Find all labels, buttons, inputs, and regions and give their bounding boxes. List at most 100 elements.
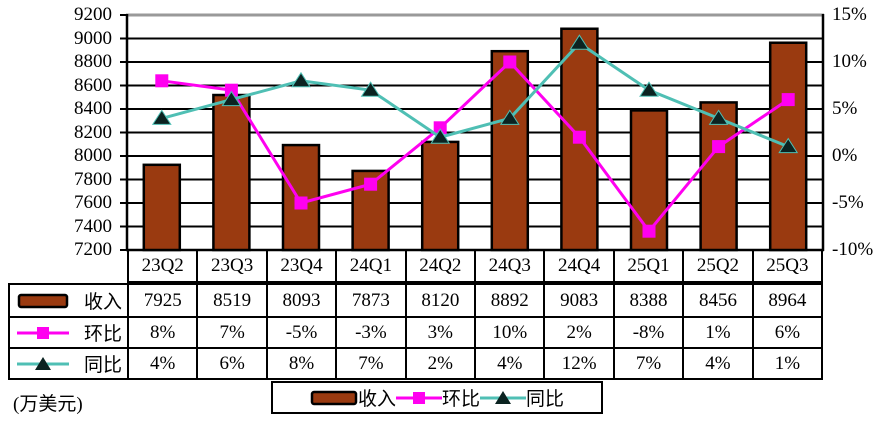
bar-revenue: [699, 101, 738, 252]
table-cell: 10%: [474, 318, 543, 347]
table-cell: -8%: [612, 318, 682, 347]
table-cell: 7873: [335, 285, 404, 316]
legend-label: 环比: [441, 389, 480, 410]
yoy-marker: [221, 90, 242, 107]
table-cell: 8093: [265, 285, 335, 316]
left-axis-tick-label: 8400: [74, 98, 112, 119]
bar-revenue: [560, 27, 599, 252]
right-axis-tick-label: 10%: [832, 51, 867, 72]
qoq-marker: [503, 55, 517, 69]
table-cell: 1%: [751, 349, 821, 378]
row-header: 环比: [10, 318, 127, 347]
table-cell: 4%: [474, 349, 543, 378]
yoy-marker: [151, 109, 172, 125]
bar-revenue: [142, 163, 182, 252]
yoy-marker: [499, 109, 520, 125]
qoq-swatch-marker: [37, 326, 49, 339]
table-cell: 8%: [127, 318, 196, 347]
yoy-swatch-marker: [35, 356, 51, 370]
table-cell: 6%: [751, 318, 821, 347]
x-axis-category-label: 24Q4: [543, 250, 612, 281]
triangle-legend-key-icon: [17, 356, 69, 370]
yoy-marker: [639, 81, 659, 97]
data-table: 收入 7925 8519 8093 7873 8120 8892 9083 8388 8456 89…: [8, 283, 823, 380]
yoy-marker: [569, 34, 590, 50]
table-cell: 1%: [682, 318, 751, 347]
yoy-marker: [291, 71, 311, 88]
left-axis-tick-label: 7400: [74, 215, 112, 237]
bar-swatch-shape: [310, 390, 358, 405]
table-cell: -5%: [265, 318, 335, 347]
right-axis-tick-label: 0%: [832, 145, 858, 166]
yoy-marker: [708, 109, 729, 125]
x-axis-category-label: 23Q3: [196, 250, 265, 281]
yoy-marker: [430, 128, 451, 144]
row-label: 环比: [83, 324, 122, 345]
right-axis-tick-label: -10%: [832, 239, 874, 260]
qoq-marker: [642, 224, 656, 238]
qoq-marker: [155, 74, 169, 88]
table-cell: 2%: [543, 318, 612, 347]
table-cell: 8120: [404, 285, 474, 316]
x-axis-category-label: 25Q3: [751, 250, 821, 281]
left-axis-tick-label: 7600: [74, 192, 112, 213]
table-cell: 7%: [612, 349, 682, 378]
left-axis-tick-label: 9000: [74, 27, 112, 49]
bar-revenue: [212, 93, 251, 252]
table-cell: 3%: [404, 318, 474, 347]
qoq-marker: [364, 177, 378, 191]
legend-item: 收入: [310, 384, 396, 411]
bar-legend-key-icon: [17, 293, 69, 308]
left-axis-tick-label: 8600: [74, 74, 112, 96]
x-axis-label-row: 23Q2 23Q3 23Q4 24Q1 24Q2 24Q3 24Q4 25Q1 25Q2 25Q3: [127, 250, 823, 283]
table-cell: 8964: [751, 285, 821, 316]
table-cell: 4%: [682, 349, 751, 378]
table-row: 同比 4% 6% 8% 7% 2% 4% 12% 7% 4% 1%: [10, 347, 821, 378]
qoq-line: [161, 59, 790, 234]
table-cell: 2%: [404, 349, 474, 378]
chart-legend: 收入 环比 同比: [271, 381, 603, 414]
yoy-line: [161, 41, 789, 148]
table-cell: 12%: [543, 349, 612, 378]
yoy-marker: [360, 81, 381, 97]
bar-revenue: [490, 49, 530, 252]
bar-legend-swatch-icon: [310, 390, 358, 405]
table-cell: 8519: [196, 285, 265, 316]
legend-label: 收入: [357, 389, 396, 410]
x-axis-category-label: 25Q2: [682, 250, 751, 281]
legend-label: 同比: [526, 389, 565, 410]
table-cell: 7%: [335, 349, 404, 378]
qoq-marker: [781, 93, 795, 107]
bar-revenue: [420, 140, 460, 252]
qoq-marker: [572, 130, 586, 144]
left-axis-tick-label: 8200: [74, 121, 112, 143]
yoy-swatch-marker: [495, 390, 511, 404]
row-label: 收入: [83, 292, 122, 313]
x-axis-category-label: 24Q1: [335, 250, 404, 281]
row-header: 收入: [10, 285, 127, 316]
row-label: 同比: [83, 355, 122, 376]
table-cell: 6%: [196, 349, 265, 378]
table-row: 收入 7925 8519 8093 7873 8120 8892 9083 8388 8456 89…: [10, 285, 821, 316]
x-axis-category-label: 23Q4: [265, 250, 335, 281]
table-cell: 8892: [474, 285, 543, 316]
qoq-marker: [433, 121, 447, 135]
row-header: 同比: [10, 349, 127, 378]
right-axis-tick-label: 5%: [832, 98, 858, 119]
triangle-legend-swatch-icon: [480, 390, 526, 404]
table-cell: 8%: [265, 349, 335, 378]
square-legend-key-icon: [17, 326, 69, 339]
legend-item: 环比: [395, 384, 480, 411]
table-row: 环比 8% 7% -5% -3% 3% 10% 2% -8% 1% 6%: [10, 316, 821, 347]
qoq-marker: [224, 83, 238, 97]
left-axis-tick-label: 9200: [74, 4, 112, 25]
right-axis-tick-label: 15%: [832, 4, 867, 25]
chart-plot: [120, 13, 825, 252]
qoq-marker: [294, 196, 308, 210]
left-axis-tick-label: 7200: [74, 239, 112, 260]
left-axis-tick-label: 8800: [74, 51, 112, 72]
table-cell: 9083: [543, 285, 612, 316]
table-cell: 4%: [127, 349, 196, 378]
qoq-swatch-marker: [412, 391, 425, 404]
